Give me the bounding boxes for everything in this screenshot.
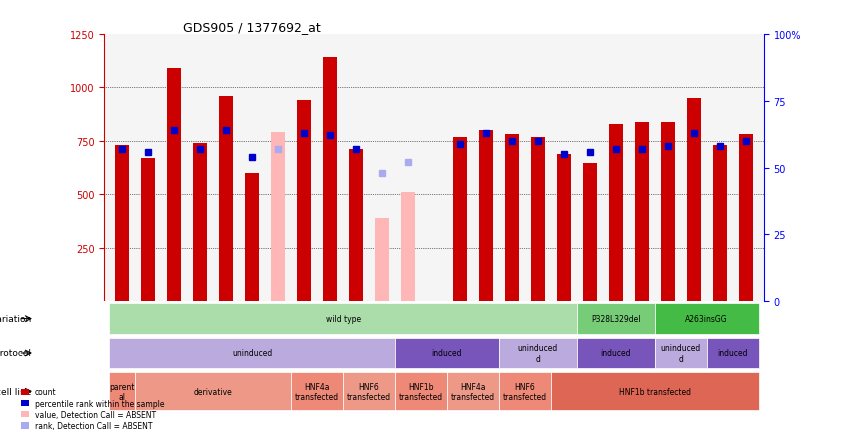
Bar — [401, 193, 415, 302]
Text: induced: induced — [601, 349, 631, 358]
Bar — [635, 122, 649, 302]
Bar — [271, 133, 286, 302]
FancyBboxPatch shape — [707, 338, 759, 368]
Bar — [141, 158, 155, 302]
FancyBboxPatch shape — [447, 372, 499, 410]
Text: induced: induced — [718, 349, 748, 358]
Text: parent
al: parent al — [109, 381, 135, 401]
Bar — [297, 101, 312, 302]
Text: wild type: wild type — [326, 314, 361, 323]
FancyBboxPatch shape — [551, 372, 759, 410]
FancyBboxPatch shape — [577, 303, 654, 334]
FancyBboxPatch shape — [654, 303, 759, 334]
Bar — [530, 137, 545, 302]
Text: derivative: derivative — [194, 387, 233, 396]
FancyBboxPatch shape — [395, 372, 447, 410]
Text: uninduced: uninduced — [232, 349, 273, 358]
Bar — [713, 146, 727, 302]
Text: HNF1b
transfected: HNF1b transfected — [399, 381, 443, 401]
FancyBboxPatch shape — [577, 338, 654, 368]
Text: cell line: cell line — [0, 387, 31, 396]
Text: HNF4a
transfected: HNF4a transfected — [295, 381, 339, 401]
Bar — [556, 155, 571, 302]
Text: HNF6
transfected: HNF6 transfected — [347, 381, 391, 401]
Bar — [687, 99, 700, 302]
Bar — [582, 164, 597, 302]
Legend: count, percentile rank within the sample, value, Detection Call = ABSENT, rank, : count, percentile rank within the sample… — [21, 388, 164, 430]
FancyBboxPatch shape — [499, 372, 551, 410]
Bar — [349, 150, 363, 302]
FancyBboxPatch shape — [135, 372, 291, 410]
Bar — [323, 58, 338, 302]
Text: HNF6
transfected: HNF6 transfected — [503, 381, 547, 401]
FancyBboxPatch shape — [109, 338, 395, 368]
FancyBboxPatch shape — [343, 372, 395, 410]
Bar — [193, 144, 207, 302]
Bar — [115, 146, 129, 302]
Bar — [479, 131, 493, 302]
FancyBboxPatch shape — [109, 372, 135, 410]
Bar — [453, 137, 467, 302]
Text: induced: induced — [431, 349, 463, 358]
FancyBboxPatch shape — [291, 372, 343, 410]
FancyBboxPatch shape — [395, 338, 499, 368]
Bar — [245, 174, 260, 302]
Bar — [375, 218, 389, 302]
Text: GDS905 / 1377692_at: GDS905 / 1377692_at — [183, 20, 321, 33]
Text: HNF1b transfected: HNF1b transfected — [619, 387, 691, 396]
FancyBboxPatch shape — [654, 338, 707, 368]
Bar — [168, 69, 181, 302]
Text: protocol: protocol — [0, 349, 31, 358]
FancyBboxPatch shape — [499, 338, 577, 368]
Text: A263insGG: A263insGG — [686, 314, 728, 323]
Text: genotype/variation: genotype/variation — [0, 314, 31, 323]
Bar — [661, 122, 675, 302]
Text: uninduced
d: uninduced d — [661, 343, 700, 363]
FancyBboxPatch shape — [109, 303, 577, 334]
Text: uninduced
d: uninduced d — [517, 343, 558, 363]
Bar — [739, 135, 753, 302]
Bar — [608, 125, 623, 302]
Bar — [505, 135, 519, 302]
Text: HNF4a
transfected: HNF4a transfected — [450, 381, 495, 401]
Text: P328L329del: P328L329del — [591, 314, 641, 323]
Bar — [219, 97, 233, 302]
